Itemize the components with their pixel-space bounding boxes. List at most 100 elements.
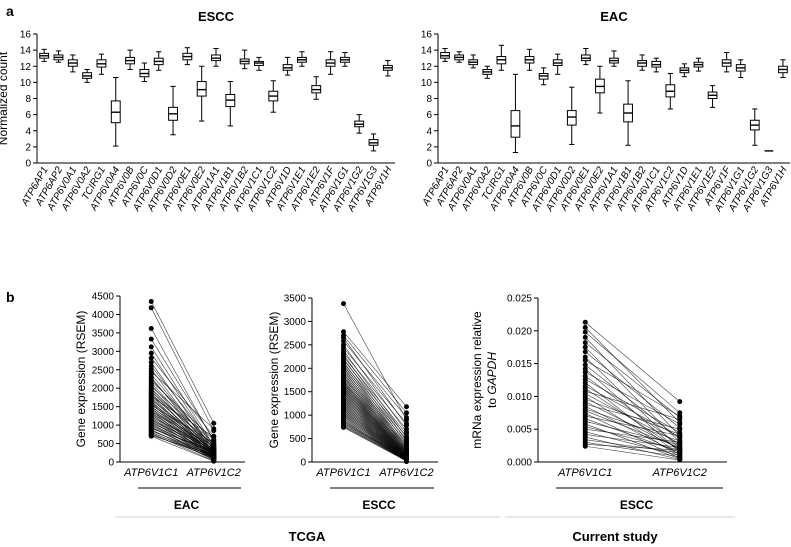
x-category-label: ATP6V1C2 [378,467,433,479]
pair-line [343,421,407,460]
pair-line [151,428,214,452]
pair-line [585,426,680,451]
pair-line [151,416,214,449]
y-tick-label: 3500 [284,294,307,305]
pair-line [343,391,407,456]
y-tick-label: 10 [421,78,433,89]
pair-line [343,399,407,457]
box-atp6ap1 [440,48,450,62]
pair-line [343,414,407,459]
point-c1 [582,319,588,325]
y-tick-label: 16 [20,30,32,41]
box-atp6v1g2 [749,108,760,146]
pair-line [151,421,214,455]
y-tick-label: 3500 [92,328,115,339]
y-tick-label: 2 [426,142,432,153]
y-tick-label: 0.015 [507,359,532,370]
point-c1 [582,334,588,340]
box-atp6v1g3 [368,133,379,152]
pair-line [343,378,407,451]
point-c1 [148,305,154,311]
y-tick-label: 14 [20,46,32,57]
pair-line [343,425,407,461]
point-c1 [341,301,346,307]
y-tick-label: 12 [421,62,433,73]
y-tick-label: 0 [300,458,306,469]
pair-line [343,406,407,459]
pair-line [151,414,214,454]
y-tick-label: 3000 [92,347,115,358]
pair-line [343,359,407,437]
box-atp6v1e2 [311,76,322,100]
point-c2 [677,457,683,463]
pair-line [585,327,680,423]
y-axis-label-italic: GAPDH [485,352,499,395]
y-tick-label: 0 [25,159,31,170]
box-atp6v1b1 [623,80,633,146]
box-atp6v1g1 [735,59,746,79]
point-c2 [404,414,409,420]
pair-line [343,382,407,453]
box-atp6ap2 [454,51,464,63]
pair-line [343,401,407,458]
y-tick-label: 0 [108,458,114,469]
pair-line [343,371,407,447]
point-c2 [211,434,217,440]
pair-line [585,428,680,443]
pair-line [343,347,407,424]
box-body [566,110,577,126]
point-c1 [582,357,588,363]
pair-line [343,344,407,433]
pair-line [585,408,680,442]
box-atp6v0e2 [196,65,207,122]
box-atp6v1e1 [693,57,704,72]
pair-line [585,371,680,425]
pair-line [585,356,680,450]
point-c1 [582,329,588,335]
group-label: ESCC [362,498,396,512]
box-tcirg1 [496,44,507,71]
y-axis-label-line1: mRNa expression relative [470,311,484,449]
box-body [510,110,521,138]
box-atp6v1d [282,56,293,76]
point-c1 [148,344,154,350]
point-c1 [148,355,154,361]
pair-line [585,421,680,446]
point-c1 [148,325,154,331]
point-c2 [211,420,217,426]
point-c2 [677,416,683,422]
point-c1 [582,369,588,375]
pair-line [585,360,680,417]
point-c1 [148,433,154,439]
pair-line [343,350,407,438]
y-tick-label: 4500 [92,292,115,303]
pair-line [585,443,680,451]
y-tick-label: 6 [426,110,432,121]
pair-line [343,423,407,461]
box-atp6v0a1 [468,54,479,69]
box-atp6ap1 [39,48,50,62]
pair-line [151,418,214,455]
box-atp6v1b2 [637,54,648,71]
pair-line [343,422,407,461]
pair-line [585,436,680,460]
point-c1 [341,424,346,430]
box-atp6v0a2 [482,65,493,79]
pair-line [151,430,214,455]
pair-line [151,386,214,444]
group-label: EAC [174,498,200,512]
pair-line [343,362,407,440]
y-axis-label: Gene expression (RSEM) [267,312,281,449]
pair-line [343,418,407,460]
box-atp6v0a4 [110,77,121,147]
y-tick-label: 500 [289,434,306,445]
pair-line [150,301,215,424]
pair-line [151,371,214,430]
pair-line [585,423,680,460]
group-label: ESCC [620,498,654,512]
pair-line [151,435,214,456]
box-atp6v1e1 [296,51,307,67]
y-tick-label: 0 [426,159,432,170]
point-c2 [677,439,683,445]
y-tick-label: 2500 [92,365,115,376]
